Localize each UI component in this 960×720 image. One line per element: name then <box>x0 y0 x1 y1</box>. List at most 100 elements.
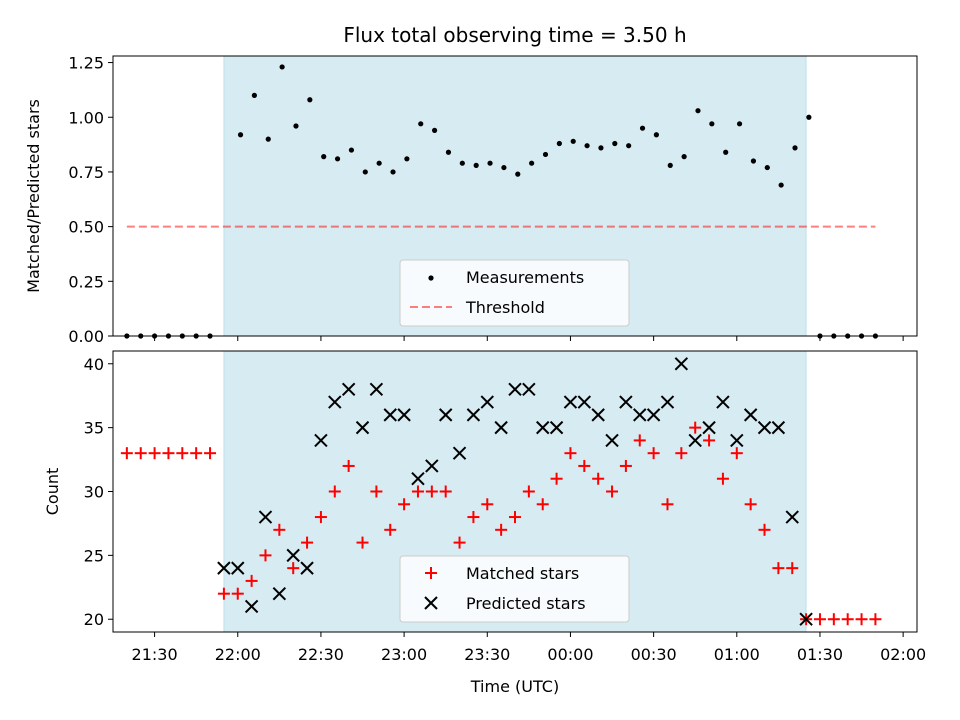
predicted-star-point <box>522 382 536 397</box>
measurement-point <box>307 97 313 103</box>
predicted-star-point <box>217 561 231 575</box>
matched-star-point <box>384 523 397 536</box>
measurement-point <box>390 169 396 175</box>
matched-star-point <box>342 459 355 472</box>
x-tick-label: 02:00 <box>880 645 926 664</box>
predicted-star-point <box>231 561 245 575</box>
x-tick-label: 21:30 <box>132 645 178 664</box>
measurement-point <box>487 160 493 166</box>
x-tick-label: 23:00 <box>381 645 427 664</box>
matched-star-point <box>716 472 729 485</box>
matched-star-point <box>314 511 327 524</box>
predicted-star-point <box>258 510 273 524</box>
matched-star-point <box>869 613 882 626</box>
matched-star-point <box>606 485 619 498</box>
measurement-point <box>653 132 659 138</box>
predicted-star-point <box>730 433 744 448</box>
measurement-point <box>473 162 479 168</box>
matched-star-point <box>675 447 688 460</box>
predicted-star-point <box>466 408 481 422</box>
matched-star-point <box>481 498 494 511</box>
matched-star-point <box>287 562 300 575</box>
matched-star-point <box>619 459 632 472</box>
measurement-point <box>348 147 355 153</box>
x-tick-label: 00:30 <box>631 645 677 664</box>
predicted-star-point <box>799 612 813 626</box>
count-y-axis-label: Count <box>43 468 62 516</box>
y-tick-label: 0.00 <box>68 327 104 346</box>
y-tick-label: 35 <box>84 419 104 438</box>
predicted-star-point <box>757 420 772 435</box>
matched-star-point <box>176 447 189 460</box>
matched-star-point <box>411 485 424 498</box>
matched-star-point <box>689 421 702 434</box>
predicted-star-point <box>577 395 592 409</box>
measurement-point <box>529 160 535 166</box>
measurement-point <box>750 158 757 164</box>
legend-measurement-marker <box>428 275 434 281</box>
matched-star-point <box>827 613 840 626</box>
measurement-point <box>584 143 590 149</box>
predicted-star-point <box>536 420 550 435</box>
predicted-star-point <box>272 586 287 601</box>
predicted-star-point <box>563 395 578 409</box>
predicted-star-point <box>494 420 508 435</box>
predicted-star-point <box>341 382 356 397</box>
ratio-legend-box <box>399 259 630 327</box>
predicted-star-point <box>355 420 370 435</box>
matched-star-point <box>633 434 646 447</box>
matched-star-point <box>758 523 771 536</box>
y-tick-label: 40 <box>84 355 104 374</box>
measurement-point <box>362 169 368 175</box>
matched-star-point <box>703 434 716 447</box>
measurement-point <box>667 162 673 168</box>
predicted-star-point <box>244 599 259 614</box>
matched-star-point <box>453 536 466 549</box>
measurement-point <box>321 154 327 160</box>
measurement-point <box>639 125 646 131</box>
matched-star-point <box>841 613 854 626</box>
matched-star-point <box>495 523 508 536</box>
legend-matched-label: Matched stars <box>466 564 579 583</box>
x-tick-label: 22:30 <box>298 645 344 664</box>
ratio-panel-frame <box>112 55 918 337</box>
matched-star-point <box>425 485 438 498</box>
predicted-star-point <box>619 395 633 409</box>
measurement-point <box>778 182 784 188</box>
matched-star-point <box>398 498 411 511</box>
predicted-star-point <box>674 357 689 371</box>
predicted-star-point <box>605 433 619 448</box>
predicted-star-point <box>300 561 314 575</box>
matched-star-point <box>772 562 785 575</box>
matched-star-point <box>190 447 203 460</box>
measurement-point <box>556 140 562 147</box>
predicted-star-point <box>633 408 647 422</box>
matched-star-point <box>550 472 563 485</box>
predicted-star-point <box>591 408 605 422</box>
predicted-star-point <box>328 395 342 409</box>
predicted-star-point <box>702 420 716 435</box>
measurement-point <box>418 121 424 127</box>
matched-star-point <box>245 574 258 587</box>
count-panel: 20 25 30 35 40 21:30 22:00 22:30 23:00 23:30 00:0… <box>43 350 926 696</box>
measurement-point <box>432 127 438 133</box>
y-tick-label: 25 <box>84 546 104 565</box>
measurement-point <box>237 132 244 138</box>
matched-star-point <box>536 498 549 511</box>
measurement-point <box>279 64 285 70</box>
legend-predicted-marker <box>424 596 438 610</box>
matched-star-point <box>162 447 175 460</box>
measurement-point <box>764 164 770 171</box>
predicted-star-point <box>688 433 702 448</box>
count-x-ticks: 21:30 22:00 22:30 23:00 23:30 00:00 00:30 01:00… <box>132 632 926 664</box>
measurement-point <box>570 138 576 144</box>
measurement-point <box>459 160 465 166</box>
predicted-star-point <box>743 408 758 422</box>
matched-star-point <box>467 511 480 524</box>
matched-star-point <box>661 498 674 511</box>
predicted-star-point <box>397 408 411 422</box>
predicted-star-point <box>286 548 300 563</box>
measurement-point <box>334 156 341 162</box>
predicted-star-point <box>549 420 564 435</box>
matched-star-point <box>855 613 868 626</box>
